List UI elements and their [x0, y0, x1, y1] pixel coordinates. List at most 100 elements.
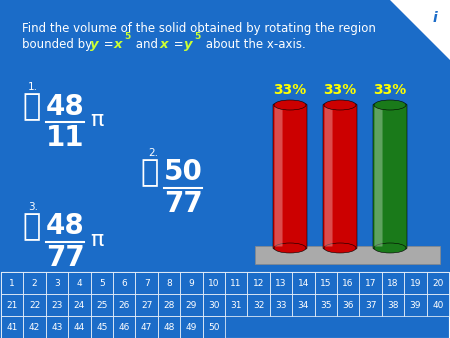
Text: 18: 18: [387, 279, 399, 288]
Text: 33%: 33%: [324, 83, 356, 97]
Text: 28: 28: [163, 300, 175, 310]
Text: 30: 30: [208, 300, 220, 310]
Text: 39: 39: [410, 300, 421, 310]
Text: 47: 47: [141, 322, 152, 332]
Text: 37: 37: [365, 300, 376, 310]
FancyBboxPatch shape: [1, 294, 23, 316]
FancyBboxPatch shape: [373, 104, 407, 249]
FancyBboxPatch shape: [427, 294, 449, 316]
FancyBboxPatch shape: [68, 272, 90, 294]
Text: 14: 14: [298, 279, 309, 288]
FancyBboxPatch shape: [180, 316, 202, 338]
Text: 〈: 〈: [22, 212, 40, 241]
FancyBboxPatch shape: [225, 294, 248, 316]
Text: π: π: [90, 230, 103, 250]
Text: 〈: 〈: [22, 92, 40, 121]
FancyBboxPatch shape: [23, 294, 46, 316]
Text: 42: 42: [29, 322, 40, 332]
Text: 49: 49: [186, 322, 197, 332]
Text: 11: 11: [230, 279, 242, 288]
FancyBboxPatch shape: [23, 272, 46, 294]
Ellipse shape: [274, 243, 306, 253]
FancyBboxPatch shape: [292, 294, 315, 316]
FancyBboxPatch shape: [46, 316, 68, 338]
Text: 13: 13: [275, 279, 287, 288]
Text: and: and: [132, 38, 162, 51]
Text: i: i: [432, 11, 437, 25]
Text: 6: 6: [122, 279, 127, 288]
FancyBboxPatch shape: [360, 294, 382, 316]
FancyBboxPatch shape: [270, 272, 292, 294]
Text: 48: 48: [163, 322, 175, 332]
Text: 38: 38: [387, 300, 399, 310]
Text: 5: 5: [99, 279, 105, 288]
Ellipse shape: [274, 100, 306, 110]
FancyBboxPatch shape: [1, 316, 23, 338]
Text: 1.: 1.: [28, 82, 38, 92]
Text: 41: 41: [6, 322, 18, 332]
Text: 40: 40: [432, 300, 444, 310]
Polygon shape: [390, 0, 450, 60]
FancyBboxPatch shape: [46, 294, 68, 316]
Text: 1: 1: [9, 279, 15, 288]
Text: x: x: [160, 38, 168, 51]
Text: 2.: 2.: [148, 148, 158, 158]
FancyBboxPatch shape: [323, 104, 357, 249]
Text: 24: 24: [74, 300, 85, 310]
FancyBboxPatch shape: [180, 272, 202, 294]
Text: 34: 34: [298, 300, 309, 310]
Text: 3.: 3.: [28, 202, 38, 212]
FancyBboxPatch shape: [135, 272, 158, 294]
Text: 23: 23: [51, 300, 63, 310]
FancyBboxPatch shape: [68, 316, 90, 338]
FancyBboxPatch shape: [404, 294, 427, 316]
FancyBboxPatch shape: [324, 106, 333, 246]
Text: 2: 2: [32, 279, 37, 288]
Text: 48: 48: [46, 93, 85, 121]
Text: 26: 26: [118, 300, 130, 310]
Text: 22: 22: [29, 300, 40, 310]
Text: 11: 11: [46, 124, 85, 152]
Text: 5: 5: [194, 32, 200, 41]
FancyBboxPatch shape: [113, 294, 135, 316]
Text: 50: 50: [164, 158, 203, 186]
Text: =: =: [100, 38, 113, 51]
FancyBboxPatch shape: [273, 104, 307, 249]
FancyBboxPatch shape: [315, 294, 337, 316]
Text: 33%: 33%: [374, 83, 407, 97]
Text: Find the volume of the solid obtained by rotating the region: Find the volume of the solid obtained by…: [22, 22, 376, 35]
FancyBboxPatch shape: [382, 294, 404, 316]
Text: 4: 4: [76, 279, 82, 288]
Ellipse shape: [324, 243, 356, 253]
Text: 33%: 33%: [274, 83, 306, 97]
Text: π: π: [90, 110, 103, 130]
Text: 50: 50: [208, 322, 220, 332]
Text: =: =: [170, 38, 184, 51]
FancyBboxPatch shape: [360, 272, 382, 294]
FancyBboxPatch shape: [382, 272, 404, 294]
FancyBboxPatch shape: [315, 272, 337, 294]
FancyBboxPatch shape: [23, 316, 46, 338]
Text: 3: 3: [54, 279, 60, 288]
Text: 36: 36: [342, 300, 354, 310]
FancyBboxPatch shape: [292, 272, 315, 294]
Text: 16: 16: [342, 279, 354, 288]
FancyBboxPatch shape: [248, 294, 270, 316]
Text: 44: 44: [74, 322, 85, 332]
Text: 12: 12: [253, 279, 264, 288]
Text: 29: 29: [186, 300, 197, 310]
Text: 77: 77: [164, 190, 203, 218]
FancyBboxPatch shape: [135, 294, 158, 316]
FancyBboxPatch shape: [248, 272, 270, 294]
FancyBboxPatch shape: [90, 316, 113, 338]
Text: 33: 33: [275, 300, 287, 310]
Ellipse shape: [374, 100, 406, 110]
FancyBboxPatch shape: [374, 106, 382, 246]
Text: 35: 35: [320, 300, 332, 310]
FancyBboxPatch shape: [113, 272, 135, 294]
Ellipse shape: [374, 243, 406, 253]
FancyBboxPatch shape: [135, 316, 158, 338]
Text: 5: 5: [124, 32, 130, 41]
FancyBboxPatch shape: [337, 272, 360, 294]
Text: y: y: [90, 38, 99, 51]
